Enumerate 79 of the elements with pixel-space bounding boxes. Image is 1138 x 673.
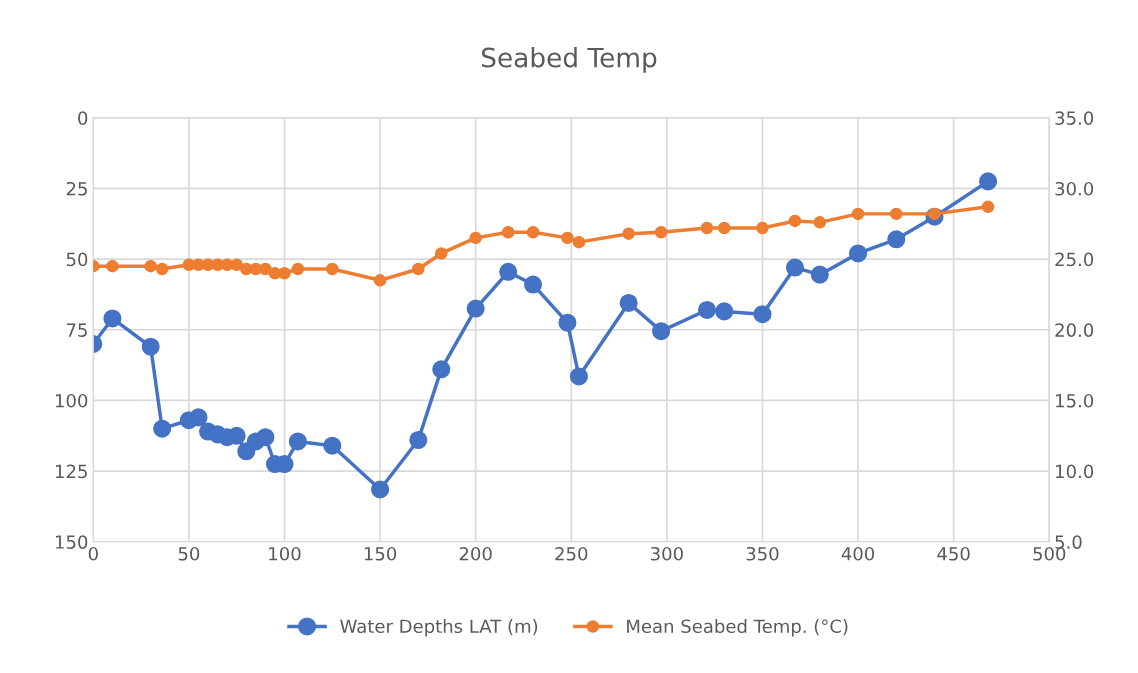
- point: [887, 230, 906, 249]
- point: [569, 367, 588, 386]
- point: [700, 221, 714, 235]
- x-tick-label: 400: [841, 546, 875, 561]
- legend-label: Mean Seabed Temp. (°C): [627, 619, 848, 637]
- point: [622, 227, 635, 240]
- point: [155, 262, 169, 276]
- point: [788, 214, 802, 228]
- x-tick-label: 100: [269, 546, 301, 561]
- point: [435, 247, 448, 260]
- point: [813, 216, 827, 229]
- point: [652, 322, 671, 341]
- point: [466, 299, 485, 318]
- point: [326, 262, 339, 276]
- x-tick-label: 50: [178, 546, 200, 561]
- y2-tick-label: 30.0: [1055, 181, 1094, 196]
- y2-tick-label: 20.0: [1055, 323, 1094, 337]
- point: [291, 262, 305, 276]
- point: [469, 231, 482, 245]
- point: [230, 258, 243, 272]
- point: [256, 428, 275, 447]
- point: [851, 207, 865, 221]
- point: [785, 258, 804, 277]
- point: [572, 235, 586, 249]
- point: [654, 226, 668, 239]
- point: [717, 221, 731, 235]
- y-tick-label: 100: [55, 393, 88, 408]
- point: [153, 419, 172, 438]
- point: [890, 207, 903, 221]
- point: [103, 309, 122, 328]
- x-tick-label: 250: [555, 546, 588, 561]
- x-tick-label: 500: [1033, 546, 1066, 561]
- point: [259, 262, 272, 276]
- x-tick-label: 150: [364, 546, 397, 561]
- legend-label: Water Depths LAT (m): [340, 619, 538, 637]
- point: [981, 200, 995, 214]
- point: [619, 293, 638, 312]
- x-tick-label: 0: [88, 546, 98, 561]
- point: [432, 360, 451, 379]
- y2-tick-label: 25.0: [1055, 252, 1094, 267]
- y2-tick-label: 10.0: [1056, 464, 1094, 479]
- x-tick-label: 200: [459, 546, 492, 561]
- point: [561, 231, 574, 245]
- x-tick-label: 350: [746, 546, 779, 561]
- y2-tick-label: 5.0: [1055, 535, 1082, 549]
- y-tick-label: 75: [66, 323, 87, 337]
- point: [412, 262, 425, 276]
- y-tick-label: 150: [55, 535, 88, 549]
- point: [106, 259, 119, 273]
- point: [144, 259, 157, 273]
- point: [501, 226, 515, 239]
- point: [278, 266, 291, 280]
- point: [189, 408, 208, 427]
- y-tick-label: 0: [78, 111, 88, 125]
- point: [371, 480, 390, 499]
- y-tick-label: 125: [55, 464, 87, 479]
- x-tick-label: 450: [937, 546, 970, 561]
- point: [323, 436, 342, 455]
- point: [558, 313, 577, 332]
- y2-tick-label: 35.0: [1055, 111, 1094, 125]
- point: [697, 300, 717, 320]
- point: [715, 302, 734, 321]
- point: [849, 244, 868, 263]
- point: [373, 274, 387, 287]
- x-tick-label: 300: [651, 546, 683, 561]
- y-tick-label: 50: [66, 252, 88, 267]
- point: [524, 275, 543, 294]
- point: [409, 430, 428, 450]
- point: [810, 265, 829, 284]
- chart-title: Seabed Temp: [481, 47, 657, 73]
- point: [979, 172, 998, 191]
- point: [141, 337, 160, 356]
- point: [753, 305, 772, 324]
- y-tick-label: 25: [66, 181, 87, 196]
- point: [288, 432, 307, 451]
- point: [756, 221, 769, 235]
- point: [499, 262, 518, 281]
- y2-tick-label: 15.0: [1056, 393, 1094, 408]
- point: [526, 226, 540, 239]
